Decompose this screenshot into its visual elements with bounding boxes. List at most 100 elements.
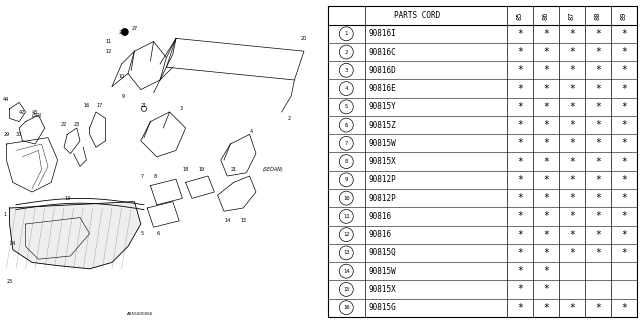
Text: *: * <box>621 230 627 240</box>
Text: *: * <box>569 120 575 130</box>
Text: 90815G: 90815G <box>368 303 396 312</box>
Text: 44: 44 <box>3 97 10 102</box>
Text: 7: 7 <box>141 173 144 179</box>
Text: *: * <box>543 303 549 313</box>
Text: 90815W: 90815W <box>368 267 396 276</box>
Text: 12: 12 <box>106 49 112 54</box>
Text: *: * <box>569 303 575 313</box>
Text: 15: 15 <box>240 218 246 223</box>
Text: *: * <box>517 65 523 75</box>
Text: 90816E: 90816E <box>368 84 396 93</box>
Text: *: * <box>569 248 575 258</box>
Text: *: * <box>621 303 627 313</box>
Text: 1: 1 <box>3 212 6 217</box>
Text: *: * <box>595 138 601 148</box>
Text: *: * <box>595 47 601 57</box>
Text: *: * <box>621 120 627 130</box>
Circle shape <box>339 301 353 315</box>
Text: *: * <box>517 303 523 313</box>
Circle shape <box>122 29 128 35</box>
Text: 90816: 90816 <box>368 212 391 221</box>
Text: 42: 42 <box>19 109 26 115</box>
Text: 5: 5 <box>345 104 348 109</box>
Text: 13: 13 <box>64 196 70 201</box>
Text: 30: 30 <box>16 132 22 137</box>
Text: 90815X: 90815X <box>368 285 396 294</box>
Text: *: * <box>543 212 549 221</box>
Text: *: * <box>569 193 575 203</box>
Text: *: * <box>569 175 575 185</box>
Text: 85: 85 <box>517 11 523 20</box>
Text: 12: 12 <box>343 232 349 237</box>
Circle shape <box>339 173 353 187</box>
Text: 1: 1 <box>345 31 348 36</box>
Text: *: * <box>517 84 523 93</box>
Text: *: * <box>621 102 627 112</box>
Text: *: * <box>621 212 627 221</box>
Text: *: * <box>517 29 523 39</box>
Text: *: * <box>569 230 575 240</box>
Text: 7: 7 <box>345 141 348 146</box>
Text: *: * <box>595 230 601 240</box>
Text: 9: 9 <box>122 93 125 99</box>
Text: *: * <box>595 29 601 39</box>
Text: 15: 15 <box>343 287 349 292</box>
Text: *: * <box>517 284 523 294</box>
Text: 20: 20 <box>301 36 307 41</box>
Text: 8: 8 <box>154 173 157 179</box>
Text: *: * <box>543 102 549 112</box>
Text: 90815X: 90815X <box>368 157 396 166</box>
Text: 88: 88 <box>595 11 601 20</box>
Text: *: * <box>621 193 627 203</box>
Circle shape <box>339 136 353 150</box>
Text: *: * <box>595 193 601 203</box>
Text: *: * <box>543 248 549 258</box>
Text: 14: 14 <box>224 218 230 223</box>
Text: 25: 25 <box>6 279 13 284</box>
Text: 21: 21 <box>141 103 147 108</box>
Text: 6: 6 <box>345 123 348 128</box>
Text: *: * <box>543 230 549 240</box>
Circle shape <box>339 100 353 114</box>
Text: *: * <box>543 29 549 39</box>
Text: *: * <box>569 138 575 148</box>
Text: 4: 4 <box>345 86 348 91</box>
Text: 90812P: 90812P <box>368 194 396 203</box>
Text: 90816D: 90816D <box>368 66 396 75</box>
Text: *: * <box>569 47 575 57</box>
Text: 43: 43 <box>32 109 38 115</box>
Circle shape <box>339 191 353 205</box>
Text: 87: 87 <box>569 11 575 20</box>
Text: *: * <box>517 230 523 240</box>
Text: *: * <box>517 120 523 130</box>
Text: 19: 19 <box>198 167 205 172</box>
Text: *: * <box>517 156 523 167</box>
Text: *: * <box>517 47 523 57</box>
Text: (3D): (3D) <box>32 113 43 118</box>
Text: *: * <box>543 65 549 75</box>
Text: 23: 23 <box>74 122 80 127</box>
Text: 90815Y: 90815Y <box>368 102 396 111</box>
Text: *: * <box>621 248 627 258</box>
Text: 6: 6 <box>157 231 160 236</box>
Circle shape <box>339 155 353 169</box>
Text: 29: 29 <box>3 132 10 137</box>
Text: *: * <box>595 248 601 258</box>
Circle shape <box>339 228 353 242</box>
Text: 86: 86 <box>543 11 549 20</box>
Text: *: * <box>517 248 523 258</box>
Text: *: * <box>517 193 523 203</box>
Text: PARTS CORD: PARTS CORD <box>394 11 440 20</box>
Text: 4: 4 <box>250 129 253 134</box>
Circle shape <box>339 82 353 95</box>
Text: *: * <box>543 84 549 93</box>
Text: *: * <box>543 175 549 185</box>
Text: 13: 13 <box>343 250 349 255</box>
Text: *: * <box>543 47 549 57</box>
Text: *: * <box>595 212 601 221</box>
Text: *: * <box>569 212 575 221</box>
Text: A955000066: A955000066 <box>127 312 154 316</box>
Text: 16: 16 <box>343 305 349 310</box>
Text: 90816C: 90816C <box>368 48 396 57</box>
Text: 2: 2 <box>288 116 291 121</box>
